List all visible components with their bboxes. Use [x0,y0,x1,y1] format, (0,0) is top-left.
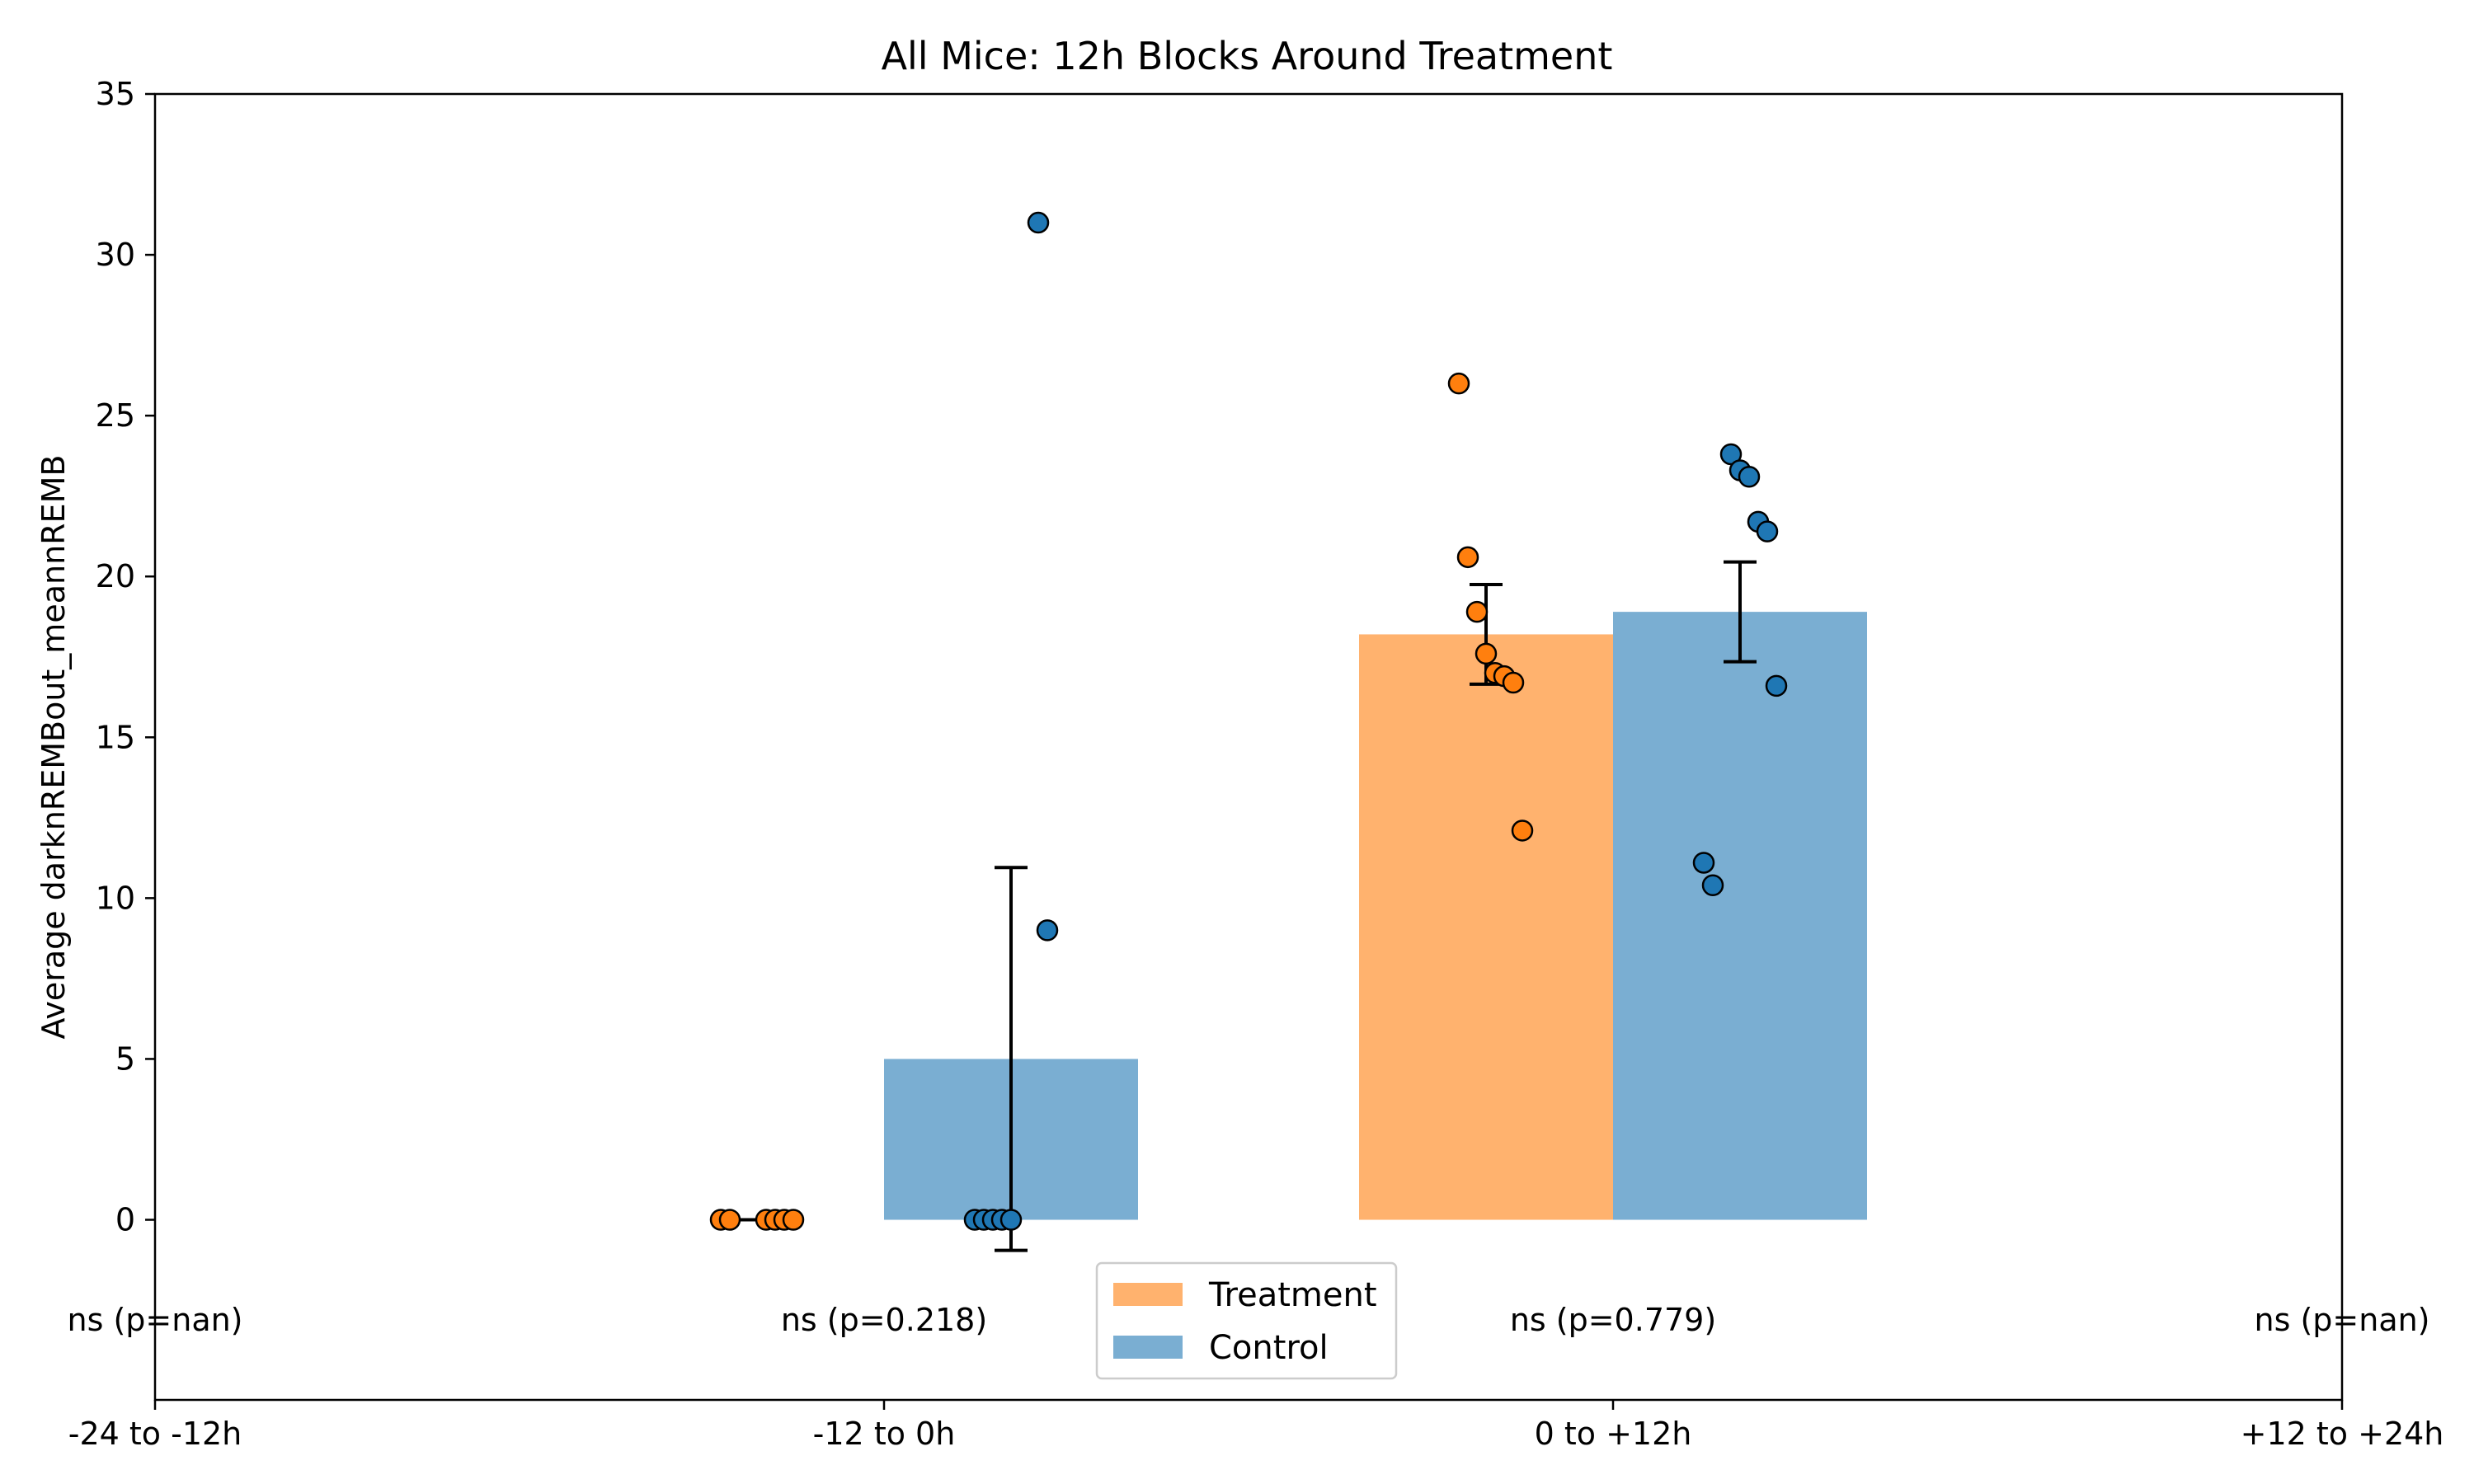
plot-area: 0 5 10 15 20 25 30 35 -24 to -12h -12 to 0h 0 to +… [67,76,2443,1452]
significance-annotation: ns (p=0.779) [1510,1302,1716,1338]
x-tick-label: +12 to +24h [2241,1416,2444,1452]
y-tick-label: 10 [96,880,135,916]
error-bar-control-1 [995,866,1028,1252]
x-tick-label: -12 to 0h [813,1416,956,1452]
point-treatment [1465,600,1489,623]
point-control [1738,466,1761,488]
point-treatment [1447,372,1470,395]
y-axis-label: Average darknREMBout_meannREMB [35,455,72,1040]
y-tick-label: 15 [96,719,135,755]
y-tick-label: 0 [115,1202,135,1238]
point-control [1719,443,1743,466]
y-tick-label: 20 [96,558,135,594]
point-treatment [1456,546,1479,569]
error-bar-control-2 [1724,560,1757,664]
point-control [1765,674,1788,697]
point-treatment [718,1209,741,1231]
plot-frame [153,92,2344,1402]
point-control [1701,874,1724,897]
significance-annotation: ns (p=0.218) [781,1302,987,1338]
point-treatment [1502,671,1525,694]
y-tick-label: 5 [115,1040,135,1077]
point-treatment [1475,642,1498,665]
x-tick-label: -24 to -12h [68,1416,242,1452]
bar-control-2 [1613,612,1867,1220]
point-control [1027,211,1050,234]
legend-swatch-control [1113,1336,1183,1359]
x-tick-label: 0 to +12h [1535,1416,1692,1452]
point-treatment [1511,819,1534,842]
legend: Treatment Control [1095,1261,1398,1380]
y-tick-label: 25 [96,397,135,434]
point-control [1756,520,1779,542]
significance-annotation: ns (p=nan) [67,1302,242,1338]
point-treatment [782,1209,805,1231]
legend-label-control: Control [1209,1329,1329,1367]
chart-title: All Mice: 12h Blocks Around Treatment [882,34,1613,78]
legend-label-treatment: Treatment [1208,1276,1377,1314]
point-control [1692,852,1715,874]
y-tick-label: 35 [96,76,135,112]
bar-treatment-2 [1359,634,1613,1220]
point-control [999,1209,1023,1231]
legend-swatch-treatment [1113,1283,1183,1306]
significance-annotation: ns (p=nan) [2254,1302,2429,1338]
point-control [1036,919,1059,942]
y-tick-label: 30 [96,237,135,273]
